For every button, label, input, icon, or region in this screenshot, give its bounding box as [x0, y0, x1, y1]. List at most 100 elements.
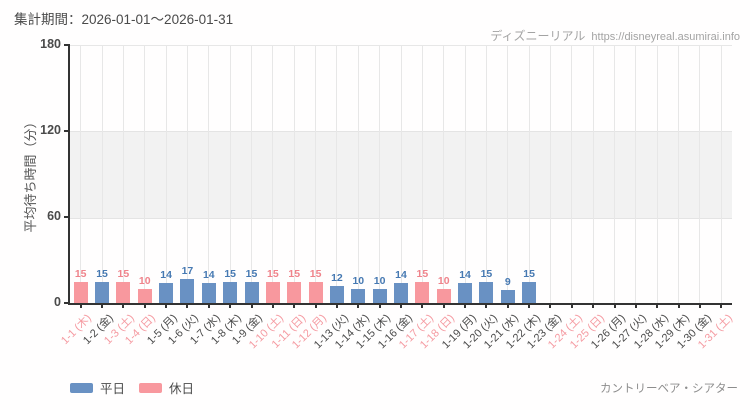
x-tick	[528, 303, 531, 308]
wait-bar[interactable]	[95, 281, 110, 303]
wait-bar[interactable]	[394, 282, 408, 303]
gridline	[443, 45, 445, 303]
wait-bar[interactable]	[415, 281, 430, 303]
x-tick	[506, 303, 509, 308]
legend-label-holiday: 休日	[169, 382, 195, 396]
gridline	[464, 45, 466, 303]
bar-value-label: 15	[523, 267, 535, 280]
gridline	[272, 45, 274, 303]
gridline	[208, 45, 210, 303]
x-tick	[207, 303, 210, 308]
wait-bar[interactable]	[308, 281, 323, 303]
bar-value-label: 14	[160, 268, 172, 281]
bar-value-label: 14	[459, 268, 471, 281]
gridline	[635, 45, 637, 303]
aggregation-period-title: 集計期間：2026-01-01～2026-01-31	[14, 12, 234, 27]
wait-bar[interactable]	[372, 288, 387, 303]
gridline	[571, 45, 573, 303]
y-axis-title: 平均待ち時間（分）	[23, 115, 38, 233]
x-tick	[549, 303, 552, 308]
gridline	[101, 45, 103, 303]
wait-bar[interactable]	[244, 281, 259, 303]
wait-bar[interactable]	[265, 281, 280, 303]
wait-bar[interactable]	[458, 282, 473, 303]
x-tick	[293, 303, 296, 308]
gridline	[144, 45, 146, 303]
gridline	[549, 45, 551, 303]
gridline	[315, 45, 317, 303]
y-tick	[64, 130, 70, 132]
wait-bar[interactable]	[137, 288, 152, 303]
site-brand-text: ディズニーリアル	[490, 29, 586, 43]
y-tick-label: 60	[47, 209, 61, 223]
wait-bar[interactable]	[116, 281, 131, 303]
y-tick-label: 180	[40, 37, 61, 51]
bar-value-label: 10	[437, 274, 450, 287]
x-tick	[101, 303, 104, 308]
site-url-text: https://disneyreal.asumirai.info	[591, 31, 740, 43]
y-tick	[64, 302, 70, 304]
x-tick	[400, 303, 402, 308]
gridline	[357, 45, 359, 303]
y-tick	[64, 44, 70, 46]
bar-value-label: 15	[117, 267, 130, 280]
chart-legend: 平日 休日	[70, 378, 194, 397]
gridline	[229, 45, 231, 303]
wait-bar[interactable]	[287, 281, 302, 303]
y-tick	[64, 216, 70, 218]
gridline	[656, 45, 658, 303]
gridline	[507, 45, 509, 303]
gridline	[528, 45, 530, 303]
x-tick	[165, 303, 168, 308]
wait-bar[interactable]	[73, 281, 88, 303]
bar-value-label: 12	[331, 271, 343, 284]
wait-bar[interactable]	[500, 290, 515, 303]
x-tick	[570, 303, 573, 308]
bar-value-label: 15	[245, 267, 258, 280]
x-tick	[677, 303, 680, 308]
bar-value-label: 14	[202, 268, 215, 281]
gridline	[614, 45, 616, 303]
wait-bar[interactable]	[159, 282, 174, 303]
weekday-swatch-icon	[70, 382, 93, 393]
plot-area[interactable]: 0 60 120 180 15 1-1 (木) 15 1-2 (金) 15 1-3 (土) 10 1-…	[40, 37, 735, 351]
wait-bar[interactable]	[329, 285, 344, 303]
bar-value-label: 10	[352, 274, 365, 287]
gridline	[699, 45, 701, 303]
gridline	[293, 45, 295, 303]
wait-bar[interactable]	[522, 281, 537, 303]
gridline	[720, 45, 722, 303]
legend-item-holiday[interactable]: 休日	[139, 378, 194, 397]
y-tick-label: 0	[54, 295, 61, 309]
x-tick	[186, 303, 189, 308]
gridline	[80, 45, 82, 303]
gridline	[400, 45, 402, 303]
wait-bar[interactable]	[436, 288, 451, 303]
bar-value-label: 15	[224, 267, 236, 280]
bar-value-label: 9	[504, 276, 511, 289]
bar-value-label: 15	[288, 267, 301, 280]
gridline	[379, 45, 381, 303]
x-tick	[464, 303, 467, 308]
bar-value-label: 10	[373, 274, 386, 287]
legend-label-weekday: 平日	[100, 382, 126, 396]
x-tick	[314, 303, 317, 308]
legend-item-weekday[interactable]: 平日	[70, 378, 125, 397]
attraction-name: カントリーベア・シアター	[600, 383, 738, 395]
x-tick	[656, 303, 659, 308]
bar-value-label: 10	[138, 274, 151, 287]
wait-bar[interactable]	[180, 278, 195, 303]
gridline	[165, 45, 167, 303]
wait-bar[interactable]	[201, 282, 216, 303]
bar-value-label: 14	[395, 268, 407, 281]
wait-bar[interactable]	[479, 281, 494, 303]
bar-value-label: 15	[309, 267, 322, 280]
bar-value-label: 15	[96, 267, 108, 280]
bar-value-label: 17	[181, 264, 194, 277]
x-tick	[442, 303, 445, 308]
site-watermark: ディズニーリアル https://disneyreal.asumirai.info	[490, 27, 740, 45]
wait-bar[interactable]	[223, 281, 238, 303]
wait-bar[interactable]	[351, 288, 366, 303]
gridline	[186, 45, 188, 303]
